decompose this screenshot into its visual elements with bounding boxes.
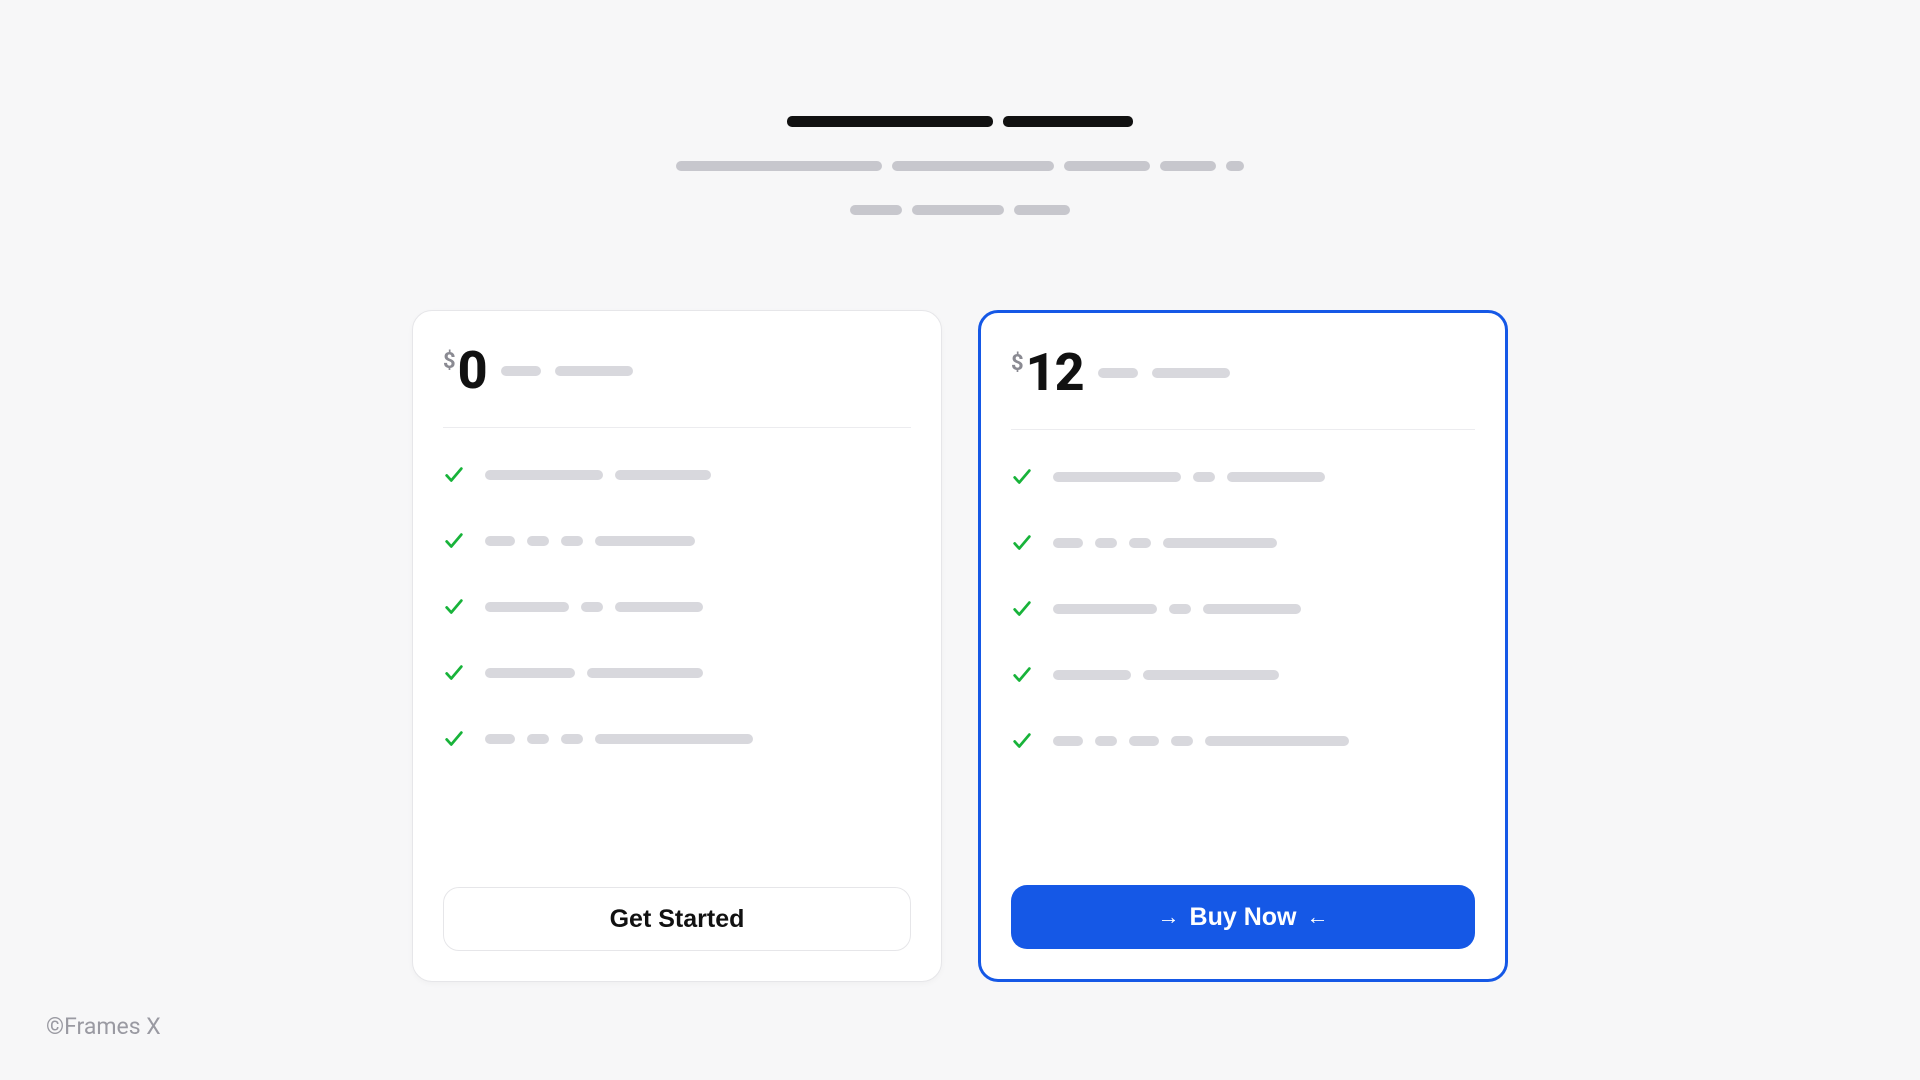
- page-heading-skeleton: [676, 116, 1244, 215]
- feature-item: [1011, 466, 1475, 488]
- feature-text-skeleton: [485, 536, 695, 546]
- feature-list: [1011, 466, 1475, 845]
- skeleton-bar: [676, 161, 882, 171]
- price-currency: $: [1011, 353, 1024, 375]
- skeleton-bar: [912, 205, 1004, 215]
- feature-text-skeleton: [485, 470, 711, 480]
- feature-text-skeleton: [1053, 604, 1301, 614]
- price: $12: [1011, 347, 1084, 399]
- feature-item: [1011, 730, 1475, 752]
- feature-text-skeleton: [1053, 538, 1277, 548]
- feature-item: [1011, 532, 1475, 554]
- check-icon: [443, 464, 465, 486]
- cta-label: Buy Now: [1190, 903, 1297, 932]
- check-icon: [1011, 532, 1033, 554]
- skeleton-bar: [787, 116, 993, 127]
- check-icon: [443, 530, 465, 552]
- feature-text-skeleton: [485, 734, 753, 744]
- get-started-button[interactable]: Get Started: [443, 887, 911, 951]
- feature-text-skeleton: [485, 602, 703, 612]
- feature-text-skeleton: [1053, 736, 1349, 746]
- feature-item: [443, 596, 911, 618]
- feature-item: [1011, 664, 1475, 686]
- check-icon: [1011, 598, 1033, 620]
- feature-list: [443, 464, 911, 847]
- check-icon: [1011, 664, 1033, 686]
- buy-now-button[interactable]: → Buy Now ←: [1011, 885, 1475, 949]
- skeleton-bar: [1226, 161, 1244, 171]
- feature-item: [443, 662, 911, 684]
- skeleton-bar: [850, 205, 902, 215]
- feature-item: [443, 530, 911, 552]
- price-row: $0: [443, 345, 911, 397]
- pricing-card-pro: $12 → Buy Now ←: [978, 310, 1508, 982]
- divider: [443, 427, 911, 428]
- price-row: $12: [1011, 347, 1475, 399]
- arrow-right-icon: →: [1158, 904, 1180, 930]
- pricing-card-free: $0 Get Started: [412, 310, 942, 982]
- skeleton-bar: [1064, 161, 1150, 171]
- skeleton-bar: [1014, 205, 1070, 215]
- feature-item: [443, 728, 911, 750]
- price-caption-skeleton: [1098, 368, 1230, 378]
- skeleton-bar: [1160, 161, 1216, 171]
- price-amount: 12: [1026, 347, 1084, 399]
- skeleton-bar: [892, 161, 1054, 171]
- feature-item: [1011, 598, 1475, 620]
- price-caption-skeleton: [501, 366, 633, 376]
- feature-text-skeleton: [485, 668, 703, 678]
- cta-label: Get Started: [610, 905, 745, 934]
- feature-text-skeleton: [1053, 472, 1325, 482]
- footer-credit: ©Frames X: [46, 1013, 161, 1040]
- price: $0: [443, 345, 487, 397]
- arrow-left-icon: ←: [1306, 904, 1328, 930]
- divider: [1011, 429, 1475, 430]
- pricing-cards: $0 Get Started $12 → Buy Now ←: [412, 310, 1508, 982]
- check-icon: [443, 596, 465, 618]
- skeleton-bar: [1003, 116, 1133, 127]
- feature-text-skeleton: [1053, 670, 1279, 680]
- price-amount: 0: [458, 345, 487, 397]
- feature-item: [443, 464, 911, 486]
- check-icon: [443, 728, 465, 750]
- check-icon: [1011, 730, 1033, 752]
- check-icon: [443, 662, 465, 684]
- check-icon: [1011, 466, 1033, 488]
- price-currency: $: [443, 351, 456, 373]
